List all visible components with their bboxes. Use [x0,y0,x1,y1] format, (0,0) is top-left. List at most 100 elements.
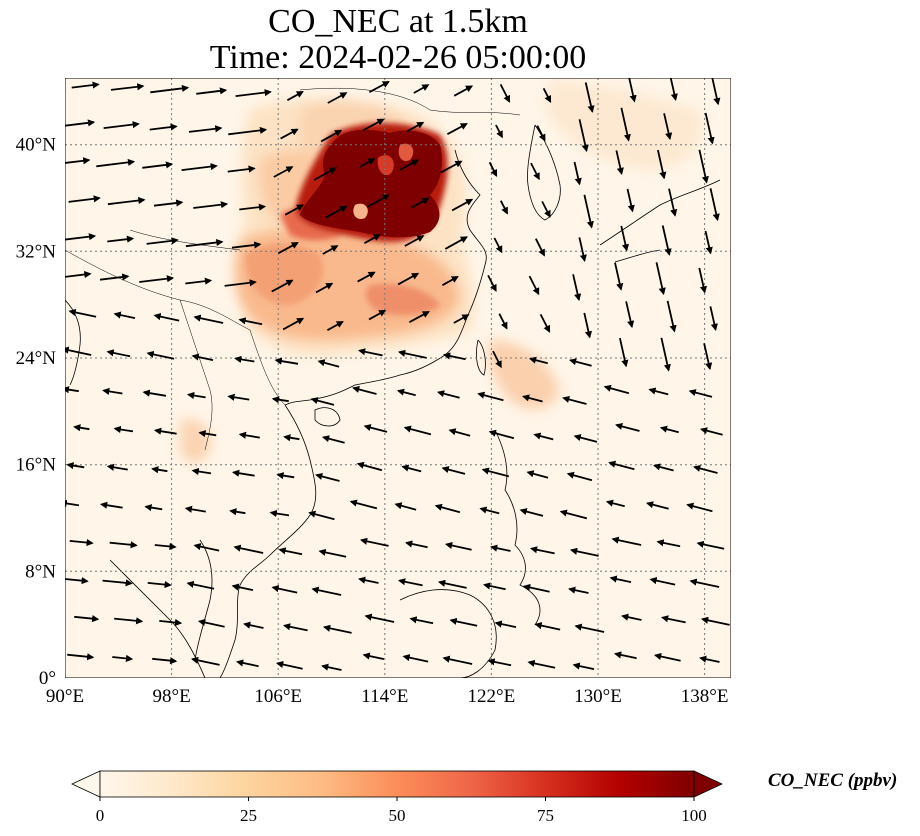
wind-arrow [519,508,544,517]
wind-arrow [659,425,679,434]
wind-arrow [96,158,136,168]
wind-arrow [65,119,96,127]
wind-arrow [109,541,138,549]
wind-arrow [322,435,345,444]
wind-arrow [139,275,175,283]
gridlines [65,78,731,678]
wind-arrow [404,235,425,247]
wind-arrow [103,121,140,129]
wind-arrow [280,128,299,140]
wind-arrow [159,618,183,627]
wind-arrow [73,424,90,432]
wind-arrow [526,470,549,479]
wind-arrow [65,346,92,356]
wind-arrow [566,471,593,482]
wind-arrow [477,391,504,402]
wind-arrow [663,113,673,141]
wind-arrow [397,349,427,359]
wind-arrow [441,276,459,286]
wind-arrow [352,385,377,395]
wind-arrow [181,163,218,171]
wind-arrow [147,580,172,589]
wind-arrow [149,123,178,131]
wind-arrow [572,662,595,670]
max-gap-3 [398,143,414,162]
wind-arrow [397,272,420,286]
wind-arrow [326,321,344,331]
wind-arrow [114,617,144,625]
wind-arrow [536,125,546,142]
wind-arrow [628,78,637,103]
colorbar-tick-label: 50 [389,806,406,825]
wind-arrow [522,394,543,403]
wind-arrow [197,618,225,628]
wind-arrow [448,428,471,437]
max-gap-1 [377,155,394,176]
wind-arrow [325,205,348,219]
chart-subtitle-time: Time: 2024-02-26 05:00:00 [209,39,587,76]
wind-arrow [153,199,184,207]
wind-arrow [490,544,511,552]
wind-arrow [493,237,503,254]
wind-arrow [534,622,561,631]
wind-arrow [102,579,133,587]
wind-arrow [356,461,383,472]
wind-arrow [562,395,587,405]
wind-arrow [68,308,97,318]
wind-arrow [284,204,305,216]
wind-arrow [648,387,669,396]
wind-arrow [275,660,303,670]
wind-arrow [451,198,474,212]
wind-arrow [605,499,625,508]
wind-arrow [68,195,101,203]
wind-arrow [487,658,512,667]
wind-arrow [231,583,254,591]
wind-arrow [69,538,94,547]
wind-arrow [238,317,263,326]
wind-arrow [646,501,669,510]
wind-arrow [533,432,554,441]
wind-arrow [66,462,85,470]
wind-arrow [440,160,463,174]
wind-arrow [185,238,224,248]
wind-arrow [603,384,630,395]
japan-coast [599,179,721,263]
borneo-coast [399,589,497,678]
wind-arrow [193,314,224,324]
wind-arrow [442,655,473,665]
wind-arrow [322,624,352,634]
colorbar-tick-label: 0 [96,806,105,825]
wind-arrow [613,651,637,660]
wind-arrow [286,91,304,101]
wind-arrow [193,201,229,209]
thailand-gulf [194,539,213,661]
wind-arrow [394,502,417,511]
wind-arrow [709,306,718,332]
wind-arrow [488,161,498,177]
wind-arrow [112,654,134,662]
wind-arrow [235,89,272,97]
wind-arrow [188,125,223,133]
wind-arrow [584,82,595,113]
wind-arrow [102,387,123,395]
wind-arrow [572,274,582,302]
max-gap-2 [353,203,368,220]
wind-arrow [499,200,509,215]
wind-arrow [528,356,548,365]
wind-arrow [620,107,631,142]
wind-arrow [106,349,131,358]
wind-arrow [229,508,246,516]
wind-arrow [273,166,294,178]
wind-arrow [153,427,177,435]
wind-arrow [499,83,511,103]
lon-tick-label: 138°E [681,686,729,707]
wind-arrow [441,466,466,475]
wind-arrow [479,506,500,515]
wind-arrow [689,578,720,588]
wind-arrow [541,200,551,218]
wind-arrow [150,84,190,94]
wind-arrow [315,472,340,482]
lat-tick-label: 8°N [25,561,56,582]
wind-arrow [317,359,340,368]
